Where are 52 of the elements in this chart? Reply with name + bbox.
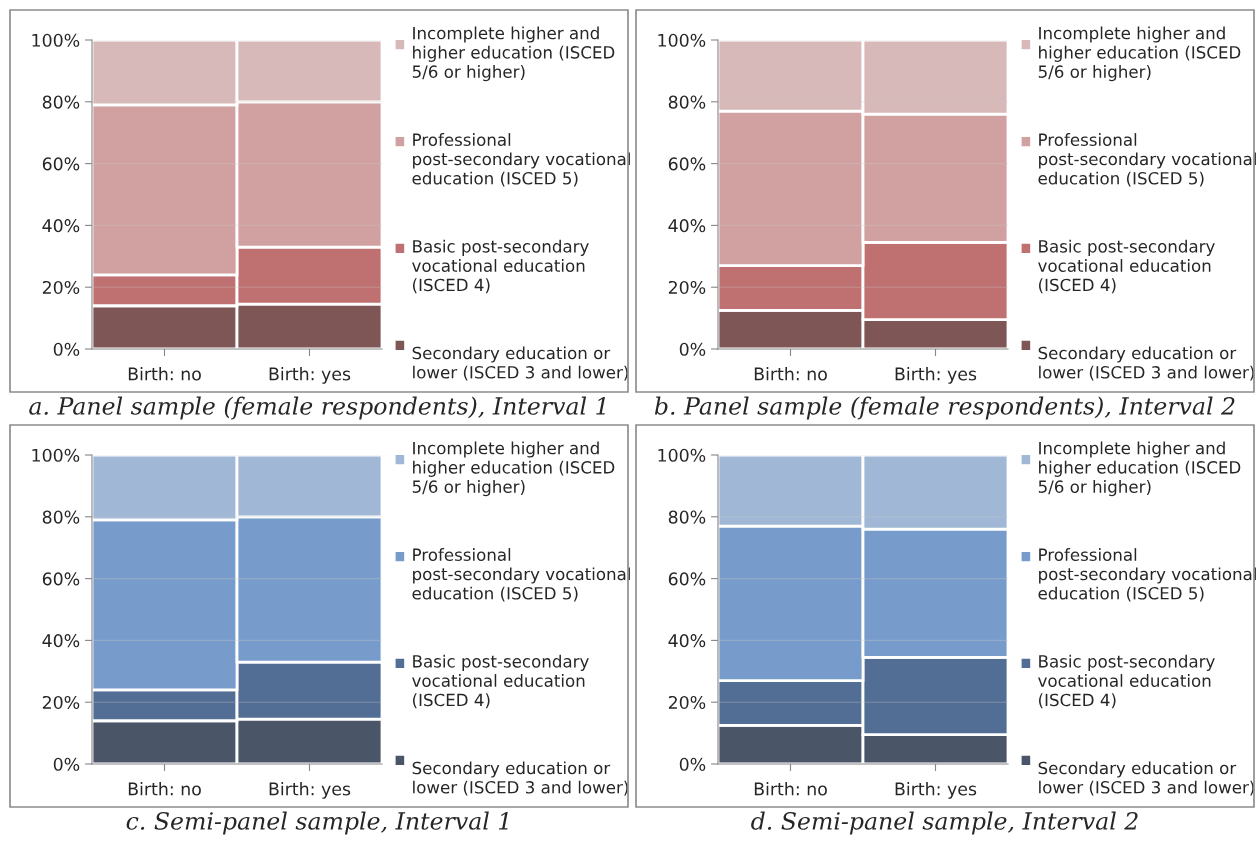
- y-tick-label: 0%: [53, 342, 80, 356]
- x-tick-label: Birth: yes: [895, 367, 977, 384]
- legend-label: Incomplete higher and higher education (ISCED 5/6 or higher): [1038, 441, 1241, 497]
- legend-label: Professional post-secondary vocational education (ISCED 5): [1038, 548, 1256, 602]
- x-tick-label: Birth: yes: [269, 782, 351, 799]
- legend-label: Basic post-secondary vocational education (ISCED 4): [1038, 654, 1215, 709]
- legend-label: Professional post-secondary vocational education (ISCED 5): [412, 133, 630, 187]
- series-label: Secondary education or lower (ISCED 3 and lower): [412, 761, 628, 796]
- text: d. Semi-panel sample, Interval 2: [751, 811, 1138, 835]
- x-tick-label: Birth: yes: [269, 367, 351, 384]
- y-tick-label: 80%: [668, 510, 706, 524]
- legend-label: Basic post-secondary vocational education (ISCED 4): [1038, 239, 1215, 294]
- y-tick-label: 20%: [42, 695, 80, 710]
- legend-label: Basic post-secondary vocational education (ISCED 4): [412, 239, 589, 294]
- y-tick-label: 100%: [658, 33, 706, 47]
- legend-label: Incomplete higher and higher education (ISCED 5/6 or higher): [412, 441, 615, 497]
- series-label: Secondary education or lower (ISCED 3 and lower): [1038, 346, 1254, 381]
- text: a. Panel sample (female respondents), Interval 1: [29, 396, 605, 420]
- y-tick-label: 100%: [658, 448, 706, 462]
- legend-label: Incomplete higher and higher education (ISCED 5/6 or higher): [412, 26, 615, 82]
- series-label: Secondary education or lower (ISCED 3 and lower): [1038, 761, 1254, 796]
- y-tick-label: 20%: [668, 280, 706, 295]
- x-tick-label: Birth: yes: [895, 782, 977, 799]
- text: c. Semi-panel sample, Interval 1: [126, 811, 508, 835]
- y-tick-label: 20%: [42, 280, 80, 295]
- y-tick-label: 40%: [668, 219, 706, 233]
- y-tick-label: 40%: [42, 219, 80, 233]
- y-tick-label: 60%: [668, 572, 706, 586]
- y-tick-label: 40%: [668, 634, 706, 648]
- y-tick-label: 60%: [668, 157, 706, 171]
- x-tick-label: Birth: no: [128, 782, 201, 796]
- y-tick-label: 40%: [42, 634, 80, 648]
- series-label: Secondary education or lower (ISCED 3 and lower): [412, 346, 628, 381]
- y-tick-label: 60%: [42, 157, 80, 171]
- y-tick-label: 0%: [53, 757, 80, 771]
- y-tick-label: 80%: [42, 95, 80, 109]
- legend-label: Incomplete higher and higher education (ISCED 5/6 or higher): [1038, 26, 1241, 82]
- y-tick-label: 60%: [42, 572, 80, 586]
- y-tick-label: 80%: [42, 510, 80, 524]
- y-tick-label: 0%: [679, 757, 706, 771]
- legend-label: Professional post-secondary vocational education (ISCED 5): [1038, 133, 1256, 187]
- y-tick-label: 100%: [32, 33, 80, 47]
- legend-label: Basic post-secondary vocational education (ISCED 4): [412, 654, 589, 709]
- text: b. Panel sample (female respondents), Interval 2: [654, 396, 1235, 420]
- y-tick-label: 20%: [668, 695, 706, 710]
- legend-label: Professional post-secondary vocational education (ISCED 5): [412, 548, 630, 602]
- x-tick-label: Birth: no: [754, 782, 827, 796]
- x-tick-label: Birth: no: [754, 367, 827, 381]
- x-tick-label: Birth: no: [128, 367, 201, 381]
- y-tick-label: 100%: [32, 448, 80, 462]
- y-tick-label: 80%: [668, 95, 706, 109]
- y-tick-label: 0%: [679, 342, 706, 356]
